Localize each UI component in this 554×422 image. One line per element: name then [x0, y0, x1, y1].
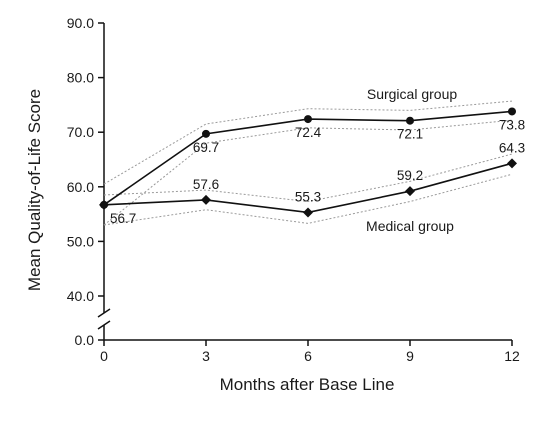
y-tick-label: 90.0: [67, 15, 94, 31]
data-markers: [99, 107, 517, 218]
x-tick-label: 12: [504, 348, 520, 364]
data-label: 64.3: [499, 140, 525, 155]
x-tick-label: 3: [202, 348, 210, 364]
x-axis: 0 3 6 9 12: [100, 339, 520, 364]
data-labels: 56.7 69.7 72.4 72.1 73.8 57.6 55.3 59.2 64.3: [110, 117, 525, 225]
data-label: 73.8: [499, 117, 525, 132]
y-axis-title: Mean Quality-of-Life Score: [25, 89, 44, 291]
data-label: 57.6: [193, 177, 219, 192]
data-point: [405, 186, 415, 197]
confidence-bands: [103, 100, 513, 226]
y-tick-label: 60.0: [67, 179, 94, 195]
confidence-band: [103, 153, 513, 203]
data-label: 56.7: [110, 211, 136, 226]
x-tick-label: 0: [100, 348, 108, 364]
series-line: [103, 162, 513, 214]
data-point: [508, 107, 516, 116]
confidence-band: [103, 100, 513, 185]
y-tick-label: 40.0: [67, 288, 94, 304]
data-label: 55.3: [295, 189, 321, 204]
y-tick-label: 50.0: [67, 233, 94, 249]
data-point: [507, 158, 517, 169]
data-label: 72.1: [397, 127, 423, 142]
confidence-band: [103, 119, 513, 226]
axis-break-mark: [97, 308, 111, 318]
data-point: [303, 207, 313, 218]
x-axis-title: Months after Base Line: [220, 375, 395, 394]
axis-break-mark: [97, 320, 111, 330]
data-point: [99, 199, 109, 210]
confidence-band: [103, 173, 513, 226]
data-label: 59.2: [397, 168, 423, 183]
data-label: 72.4: [295, 125, 322, 140]
data-point: [201, 194, 211, 205]
y-tick-label: 70.0: [67, 124, 94, 140]
data-point: [202, 129, 210, 138]
series-label-surgical: Surgical group: [367, 86, 457, 102]
data-point: [406, 116, 414, 125]
data-label: 69.7: [193, 140, 219, 155]
series-labels: Surgical group Medical group: [366, 86, 457, 234]
x-tick-label: 9: [406, 348, 414, 364]
x-tick-label: 6: [304, 348, 312, 364]
y-axis: 0.0 40.0 50.0 60.0 70.0 80.0 90.0: [67, 15, 111, 348]
y-tick-label: 0.0: [75, 332, 95, 348]
y-tick-label: 80.0: [67, 70, 94, 86]
data-point: [304, 115, 312, 124]
series-label-medical: Medical group: [366, 218, 454, 234]
